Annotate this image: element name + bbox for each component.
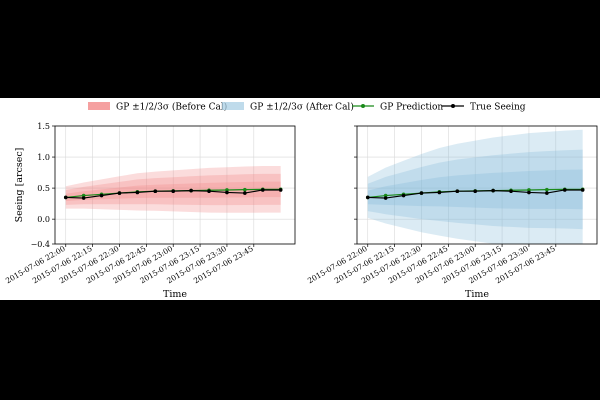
y-tick-label-0: −0.4 [31,240,50,249]
figure-canvas: GP ±1/2/3σ (Before Cal) GP ±1/2/3σ (After… [0,98,600,300]
point-true-seeing-5 [153,189,158,194]
point-true-seeing-0 [365,195,370,200]
figure-svg: GP ±1/2/3σ (Before Cal) GP ±1/2/3σ (After… [4,102,598,300]
point-true-seeing-12 [278,188,283,192]
x-axis-label: Time [465,289,489,300]
point-true-seeing-9 [527,190,531,195]
y-tick-label-1: 0.0 [37,215,50,224]
point-true-seeing-2 [99,193,104,198]
band-3sigma [367,129,583,244]
point-true-seeing-2 [401,193,406,198]
point-true-seeing-6 [473,189,478,194]
point-true-seeing-11 [260,188,265,192]
point-gp-prediction-9 [527,188,531,192]
point-true-seeing-4 [135,190,140,195]
legend-swatch-1 [222,102,244,110]
point-true-seeing-3 [419,191,424,195]
point-gp-prediction-1 [81,193,86,198]
legend-marker-3 [451,104,455,108]
legend: GP ±1/2/3σ (Before Cal) GP ±1/2/3σ (After… [88,102,526,113]
point-true-seeing-1 [81,196,86,200]
point-gp-prediction-10 [243,187,247,192]
legend-label-3: True Seeing [470,103,526,113]
axes-frame [356,125,598,245]
y-axis-label: Seeing [arcsec] [14,148,25,223]
point-gp-prediction-9 [225,188,229,192]
point-true-seeing-7 [491,188,495,193]
legend-label-0: GP ±1/2/3σ (Before Cal) [116,102,227,113]
point-true-seeing-8 [207,189,211,194]
legend-label-2: GP Prediction [380,103,443,113]
legend-label-1: GP ±1/2/3σ (After Cal) [250,102,354,113]
point-true-seeing-6 [171,189,176,194]
point-true-seeing-8 [509,189,513,194]
point-true-seeing-10 [243,191,247,195]
point-true-seeing-3 [117,191,122,195]
y-tick-label-4: 1.5 [37,122,50,131]
point-true-seeing-12 [580,188,585,192]
point-true-seeing-0 [63,195,68,200]
y-tick-label-2: 0.5 [37,184,50,193]
point-true-seeing-11 [562,188,567,192]
point-true-seeing-7 [189,188,193,193]
point-true-seeing-4 [437,190,442,195]
x-axis-label: Time [163,289,187,300]
y-tick-label-3: 1.0 [37,153,50,162]
legend-swatch-0 [88,102,110,110]
point-true-seeing-9 [225,190,229,195]
point-true-seeing-10 [545,191,549,195]
legend-marker-2 [361,104,365,108]
point-gp-prediction-10 [545,187,549,192]
axes-frame [54,125,296,245]
point-true-seeing-1 [383,196,388,200]
point-true-seeing-5 [455,189,460,194]
point-gp-prediction-1 [383,193,388,198]
